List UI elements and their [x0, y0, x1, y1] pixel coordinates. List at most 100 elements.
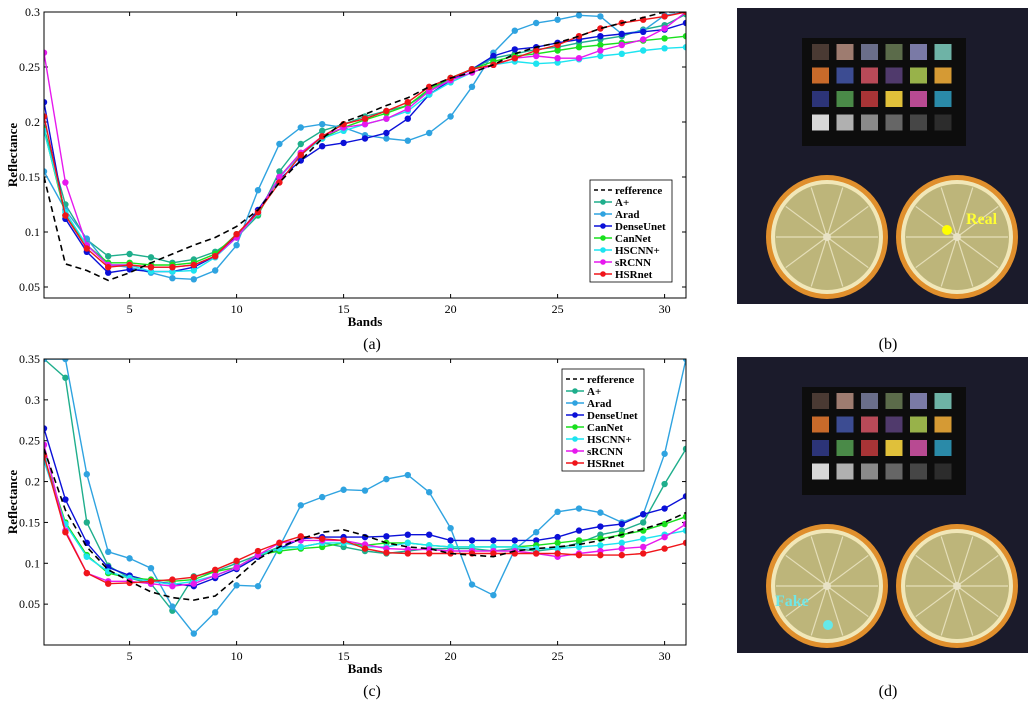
data-point-hscnn- [575, 543, 583, 551]
data-point-a- [105, 253, 112, 260]
data-point-cannet [575, 537, 583, 544]
data-point-denseunet [618, 30, 625, 38]
data-point-arad [404, 137, 411, 144]
data-point-hscnn- [682, 44, 686, 51]
data-point-hscnn- [533, 60, 540, 67]
data-point-hsrnet [383, 549, 390, 556]
data-point-denseunet [575, 527, 583, 534]
data-point-arad [233, 582, 240, 589]
lemon-segment-line [810, 187, 828, 238]
data-point-hsrnet [169, 576, 176, 583]
data-point-hscnn- [597, 542, 604, 549]
data-point-hsrnet [361, 115, 369, 122]
x-tick-label: 5 [127, 649, 133, 663]
data-point-arad [682, 359, 686, 363]
color-checker-patch [812, 44, 829, 60]
data-point-a- [126, 250, 133, 258]
data-point-denseunet [597, 33, 604, 40]
data-point-hsrnet [105, 264, 112, 271]
data-point-arad [297, 502, 304, 509]
y-tick-label: 0.05 [19, 280, 40, 294]
data-point-denseunet [126, 266, 133, 273]
legend-label: sRCNN [615, 257, 651, 269]
color-checker-patch [910, 91, 927, 107]
data-point-hsrnet [597, 25, 604, 32]
lemon-slice [896, 524, 1018, 648]
data-point-hsrnet [44, 113, 48, 120]
y-tick-label: 0.1 [25, 556, 40, 570]
x-tick-label: 10 [231, 649, 243, 663]
data-point-cannet [661, 35, 668, 42]
data-point-srcnn [597, 47, 604, 54]
data-point-hsrnet [190, 573, 197, 581]
data-point-arad [190, 276, 197, 283]
data-point-hsrnet [554, 550, 561, 557]
data-point-hscnn- [554, 545, 561, 552]
lemon-core [953, 582, 961, 590]
data-point-arad [575, 505, 583, 512]
data-point-arad [276, 140, 283, 148]
series-line-refference [44, 12, 686, 282]
data-point-hsrnet [83, 569, 91, 577]
color-checker-patch [836, 114, 854, 131]
lemon-segment-line [940, 187, 958, 238]
data-point-arad [62, 359, 69, 363]
data-point-srcnn [661, 25, 668, 32]
data-point-denseunet [62, 496, 69, 503]
x-tick-label: 15 [338, 649, 350, 663]
data-point-hsrnet [319, 535, 326, 542]
legend-label: HSCNN+ [587, 434, 632, 446]
y-tick-label: 0.2 [25, 475, 40, 489]
lemon-segment-line [915, 236, 958, 269]
lemon-segment-line [915, 585, 958, 618]
y-tick-label: 0.15 [19, 515, 40, 529]
legend-label: HSRnet [615, 269, 653, 281]
data-point-hsrnet [404, 550, 411, 557]
data-point-srcnn [44, 49, 48, 56]
data-point-hsrnet [618, 551, 625, 559]
data-point-hsrnet [319, 133, 326, 140]
lemon-segment-line [810, 536, 828, 587]
lemon-segment-line [810, 585, 828, 636]
data-point-a- [276, 168, 283, 175]
data-point-denseunet [554, 533, 561, 541]
series-line-hscnn- [44, 460, 686, 586]
data-point-srcnn [554, 55, 561, 62]
data-point-hsrnet [426, 83, 433, 91]
data-point-cannet [682, 513, 686, 520]
legend-marker [572, 400, 578, 406]
legend-marker [572, 424, 578, 430]
data-point-cannet [597, 41, 604, 49]
data-point-arad [554, 16, 561, 23]
color-checker-patch [861, 416, 878, 433]
data-point-arad [340, 486, 347, 493]
color-checker-patch [910, 114, 927, 131]
y-tick-label: 0.15 [19, 170, 40, 184]
y-tick-label: 0.3 [25, 5, 40, 19]
data-point-srcnn [190, 580, 197, 587]
color-checker-patch [861, 393, 878, 409]
data-point-arad [383, 475, 390, 483]
legend-label: CanNet [587, 422, 623, 434]
data-point-hsrnet [233, 231, 240, 238]
data-point-a- [682, 445, 686, 453]
data-point-hscnn- [169, 268, 176, 275]
color-checker-patch [934, 44, 952, 60]
data-point-srcnn [404, 105, 411, 113]
data-point-srcnn [212, 572, 219, 579]
color-checker-patch [885, 393, 903, 409]
photo-real-lemons: Real [737, 8, 1028, 304]
lemon-segment-line [956, 536, 974, 587]
y-tick-label: 0.2 [25, 115, 40, 129]
y-tick-label: 0.3 [25, 393, 40, 407]
lemon-segment-line [956, 236, 974, 287]
legend-marker [572, 460, 578, 466]
data-point-arad [297, 124, 304, 131]
data-point-arad [533, 529, 540, 536]
color-checker-patch [836, 440, 854, 456]
color-checker-patch [861, 44, 878, 60]
data-point-hscnn- [640, 47, 647, 54]
data-point-denseunet [426, 531, 433, 538]
lemon-core [823, 582, 831, 590]
data-point-arad [361, 487, 369, 494]
